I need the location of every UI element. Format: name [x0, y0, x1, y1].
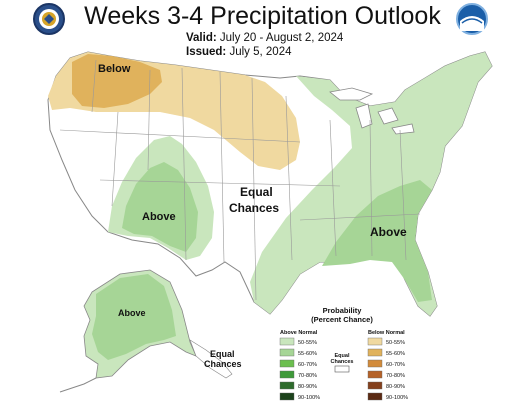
issued-label: Issued: [186, 46, 227, 58]
legend-title-1: Probability [323, 306, 363, 315]
great-lakes [329, 87, 415, 135]
aleutian-islands [59, 377, 97, 393]
legend: Probability (Percent Chance) Above Norma… [279, 306, 408, 401]
legend-above-swatch [279, 392, 295, 401]
legend-above-label: 50-55% [298, 340, 317, 346]
above-southwest-mid [122, 162, 198, 252]
legend-below-label: 70-80% [386, 373, 405, 379]
label-below: Below [98, 63, 131, 75]
noaa-logo-icon [456, 3, 488, 35]
legend-below-label: 55-60% [386, 351, 405, 357]
legend-below-header: Below Normal [368, 330, 405, 336]
legend-title-2: (Percent Chance) [311, 315, 373, 324]
legend-above-list: 50-55% 55-60% 60-70% 70-80% 80-90% 90-100% [279, 337, 320, 401]
label-ak-equal-2: Chances [204, 359, 242, 369]
legend-equal-2: Chances [331, 359, 354, 365]
legend-below-swatch [367, 337, 383, 346]
valid-dates: July 20 - August 2, 2024 [219, 32, 344, 44]
legend-above-swatch [279, 348, 295, 357]
noaa-department-of-commerce-seal-icon [33, 3, 65, 35]
legend-below-swatch [367, 392, 383, 401]
issued-date: July 5, 2024 [229, 46, 292, 58]
legend-above-swatch [279, 370, 295, 379]
label-above-southeast: Above [370, 225, 407, 239]
alaska-panhandle [189, 339, 233, 379]
legend-below-label: 90-100% [386, 395, 408, 401]
label-ak-equal-1: Equal [210, 349, 235, 359]
below-mid-region [72, 54, 162, 108]
legend-above-label: 80-90% [298, 384, 317, 390]
legend-above-label: 70-80% [298, 373, 317, 379]
label-equal-chances-2: Chances [229, 201, 279, 215]
legend-below-swatch [367, 348, 383, 357]
legend-above-label: 90-100% [298, 395, 320, 401]
label-above-alaska: Above [118, 308, 146, 318]
legend-below-label: 60-70% [386, 362, 405, 368]
issued-line: Issued: July 5, 2024 [186, 46, 291, 58]
valid-label: Valid: [186, 32, 217, 44]
label-above-southwest: Above [142, 211, 176, 223]
legend-equal-1: Equal [335, 353, 350, 359]
legend-below-swatch [367, 359, 383, 368]
legend-below-swatch [367, 381, 383, 390]
legend-below-swatch [367, 370, 383, 379]
legend-above-swatch [279, 381, 295, 390]
legend-above-swatch [279, 337, 295, 346]
page-title: Weeks 3-4 Precipitation Outlook [84, 2, 441, 30]
legend-below-label: 80-90% [386, 384, 405, 390]
legend-above-swatch [279, 359, 295, 368]
legend-above-header: Above Normal [280, 330, 318, 336]
above-east-mid [322, 180, 432, 302]
legend-below-list: 50-55% 55-60% 60-70% 70-80% 80-90% 90-100% [367, 337, 408, 401]
state-borders [59, 59, 421, 301]
alaska-above-mid [92, 274, 176, 360]
legend-below-label: 50-55% [386, 340, 405, 346]
legend-equal-swatch [334, 365, 350, 373]
label-equal-chances-1: Equal [240, 185, 273, 199]
legend-above-label: 60-70% [298, 362, 317, 368]
legend-above-label: 55-60% [298, 351, 317, 357]
valid-line: Valid: July 20 - August 2, 2024 [186, 32, 343, 44]
